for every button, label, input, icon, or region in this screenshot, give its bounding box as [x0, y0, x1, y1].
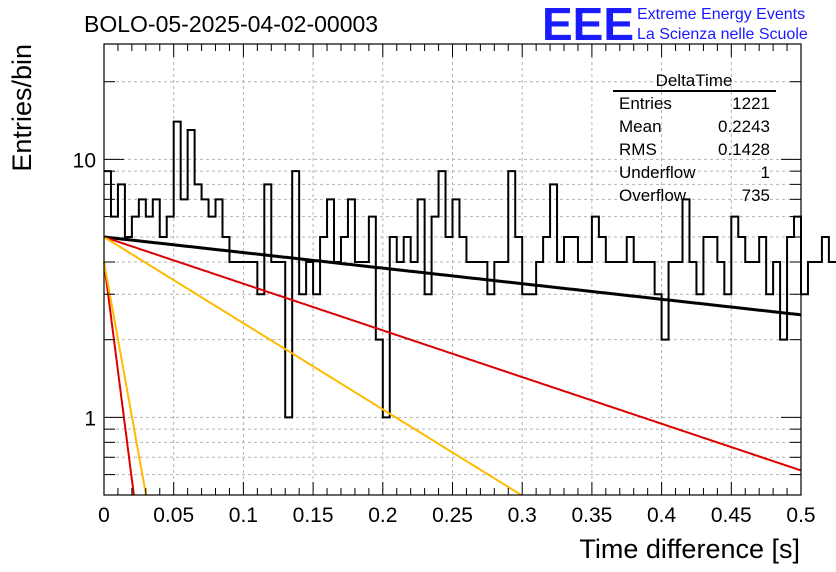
fit-curve-3	[103, 261, 135, 496]
stats-value: 0.1428	[718, 140, 770, 159]
y-axis-label: Entries/bin	[7, 44, 37, 172]
stats-title: DeltaTime	[656, 71, 733, 90]
fit-curve-2	[103, 236, 522, 496]
x-tick-label: 0.05	[153, 504, 194, 527]
stats-value: 735	[742, 186, 770, 205]
axis-ticks	[103, 44, 802, 495]
x-tick-label: 0.35	[571, 504, 612, 527]
fit-curve-0	[103, 235, 802, 317]
logo: EEE Extreme Energy Events La Scienza nel…	[542, 0, 808, 50]
grid-lines	[104, 44, 801, 495]
chart-title: BOLO-05-2025-04-02-00003	[84, 11, 378, 37]
stats-label: Overflow	[619, 186, 687, 205]
x-tick-labels: 0 0.05 0.1 0.15 0.2 0.25 0.3 0.35 0.4 0.45 0.5	[98, 504, 815, 527]
x-axis-label: Time difference [s]	[579, 534, 800, 564]
histogram	[104, 120, 836, 419]
y-tick-labels: 1 10	[73, 149, 96, 430]
x-tick-label: 0.1	[229, 504, 258, 527]
x-tick-label: 0.15	[293, 504, 334, 527]
y-tick-label: 1	[84, 407, 96, 430]
stats-value: 0.2243	[718, 117, 770, 136]
stats-label: RMS	[619, 140, 657, 159]
histogram-line	[104, 120, 836, 419]
fit-curves	[103, 235, 802, 496]
stats-value: 1	[761, 163, 770, 182]
stats-box: DeltaTime Entries 1221 Mean 0.2243 RMS 0.1428…	[613, 71, 776, 205]
logo-line1: Extreme Energy Events	[637, 6, 805, 23]
y-tick-label: 10	[73, 149, 96, 172]
stats-value: 1221	[732, 94, 770, 113]
fit-curve-1	[103, 236, 802, 472]
x-tick-label: 0.3	[508, 504, 537, 527]
x-tick-label: 0	[98, 504, 110, 527]
logo-line2: La Scienza nelle Scuole	[637, 26, 808, 43]
stats-label: Entries	[619, 94, 672, 113]
x-tick-label: 0.45	[711, 504, 752, 527]
logo-mark: EEE	[542, 0, 634, 50]
x-tick-label: 0.2	[368, 504, 397, 527]
x-tick-label: 0.25	[432, 504, 473, 527]
x-tick-label: 0.5	[786, 504, 815, 527]
stats-label: Underflow	[619, 163, 696, 182]
stats-label: Mean	[619, 117, 662, 136]
fit-curve-4	[103, 261, 147, 496]
x-tick-label: 0.4	[647, 504, 677, 527]
